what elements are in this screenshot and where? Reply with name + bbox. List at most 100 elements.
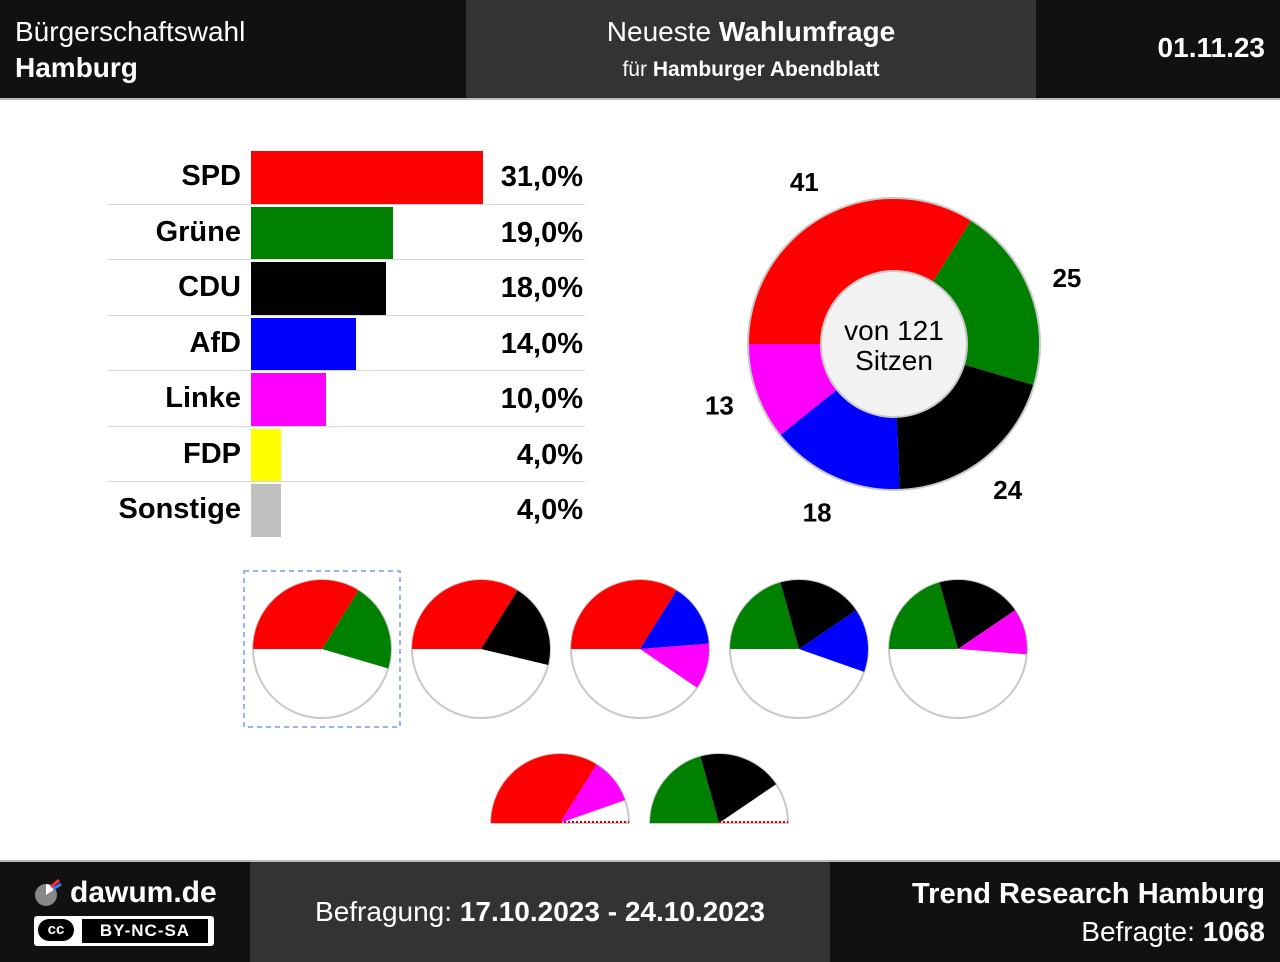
coalition-slice [571, 580, 677, 649]
poll-date: 01.11.23 [1157, 32, 1265, 63]
donut-center [820, 270, 968, 418]
site-link[interactable]: dawum.de [70, 876, 217, 909]
party-label: Sonstige [118, 493, 241, 525]
poll-client-name: Hamburger Abendblatt [652, 58, 880, 81]
bar-row: Linke 10,0% [107, 370, 585, 426]
footer-brand: dawum.de cc BY-NC-SA [0, 862, 250, 962]
bar-value-label: 18,0% [500, 272, 583, 304]
header-poll-block: Neueste Wahlumfrage für Hamburger Abendb… [466, 0, 1036, 98]
bar-row: SPD 31,0% [107, 148, 585, 204]
header-date-block: 01.11.23 [1036, 0, 1280, 98]
coalition-slice [560, 764, 626, 823]
cc-icon: cc [38, 919, 74, 941]
poll-heading-prefix: Neueste [606, 16, 712, 47]
coalition-chart[interactable] [560, 569, 720, 729]
poll-heading: Neueste Wahlumfrage [466, 16, 1036, 48]
bar-row: AfD 14,0% [107, 314, 585, 371]
coalition-slice [491, 754, 597, 823]
bar-value-label: 4,0% [516, 438, 583, 471]
footer-survey: Befragung: 17.10.2023 - 24.10.2023 [250, 862, 830, 962]
row-divider [107, 425, 585, 427]
respondents-label: Befragte: [1081, 916, 1195, 947]
coalition-slice [780, 580, 857, 649]
bar-value-label: 31,0% [500, 161, 583, 193]
coalition-chart[interactable] [878, 569, 1038, 729]
survey-label: Befragung: [315, 896, 453, 927]
coalition-slice [640, 590, 709, 649]
bar [251, 484, 281, 537]
party-label: Grüne [155, 215, 241, 248]
coalition-slice [700, 754, 777, 823]
coalition-slice [253, 580, 359, 649]
bar-value-label: 19,0% [500, 216, 583, 249]
survey-period: Befragung: 17.10.2023 - 24.10.2023 [250, 896, 830, 928]
bar-row: CDU 18,0% [107, 259, 585, 315]
coalition-slice [412, 580, 518, 649]
party-label: CDU [178, 271, 241, 303]
row-divider [107, 259, 585, 260]
seat-count-label: 13 [705, 390, 734, 420]
survey-dates: 17.10.2023 - 24.10.2023 [459, 896, 765, 927]
coalition-chart[interactable] [242, 569, 402, 729]
bar [251, 206, 393, 260]
bar-row: Sonstige 4,0% [107, 481, 585, 537]
donut-outline [747, 197, 1041, 491]
seat-count-label: 24 [993, 475, 1022, 505]
seat-slice [780, 389, 900, 490]
party-label: AfD [189, 326, 241, 359]
poll-client-prefix: für [622, 58, 647, 81]
coalition-slice [889, 582, 958, 649]
coalition-slice [939, 580, 1016, 649]
header: Bürgerschaftswahl Hamburg Neueste Wahlum… [0, 0, 1280, 100]
bar-row: FDP 4,0% [107, 425, 585, 482]
row-divider [107, 203, 585, 205]
bar-row: Grüne 19,0% [107, 203, 585, 260]
seat-slice [932, 220, 1040, 386]
license-badge[interactable]: cc BY-NC-SA [34, 916, 214, 946]
party-label: Linke [165, 382, 241, 414]
seat-slice [896, 364, 1035, 490]
party-label: FDP [183, 437, 241, 470]
bar [251, 262, 386, 315]
coalition-slice [640, 643, 709, 688]
poll-client: für Hamburger Abendblatt [466, 58, 1036, 82]
row-divider [107, 314, 585, 316]
footer: dawum.de cc BY-NC-SA Befragung: 17.10.20… [0, 860, 1280, 962]
dawum-logo-icon [35, 878, 62, 906]
coalition-options [0, 560, 1280, 840]
respondent-count: Befragte: 1068 [1081, 916, 1265, 948]
coalition-chart[interactable] [480, 748, 640, 828]
coalition-slice [958, 610, 1027, 655]
footer-institute: Trend Research Hamburg Befragte: 1068 [830, 862, 1280, 962]
bar [251, 428, 281, 482]
selected-indicator [243, 570, 401, 728]
row-divider [107, 370, 585, 371]
coalition-chart[interactable] [719, 569, 879, 729]
license-text: BY-NC-SA [82, 919, 208, 943]
seat-count-label: 18 [803, 497, 832, 527]
seat-count-label: 41 [790, 167, 819, 197]
seat-slice [748, 198, 972, 344]
election-title: Bürgerschaftswahl [15, 16, 246, 47]
coalition-slice [322, 590, 391, 669]
coalition-slice [650, 756, 719, 823]
bar-value-label: 14,0% [500, 327, 583, 360]
bar [251, 317, 356, 371]
bar-value-label: 10,0% [500, 383, 583, 415]
party-label: SPD [181, 160, 241, 192]
respondents-value: 1068 [1202, 916, 1265, 947]
coalition-chart[interactable] [639, 748, 799, 828]
coalition-slice [730, 582, 799, 649]
coalition-chart[interactable] [401, 569, 561, 729]
bar [251, 151, 483, 204]
bar-value-label: 4,0% [516, 494, 583, 526]
poll-heading-bold: Wahlumfrage [718, 16, 896, 47]
coalition-slice [481, 590, 550, 665]
coalition-slice [799, 610, 868, 672]
seat-slice [748, 344, 838, 436]
election-region: Hamburg [15, 52, 138, 83]
seats-word-label: Sitzen [855, 345, 933, 376]
header-title-block: Bürgerschaftswahl Hamburg [0, 0, 466, 98]
total-seats-label: von 121 [844, 315, 944, 346]
